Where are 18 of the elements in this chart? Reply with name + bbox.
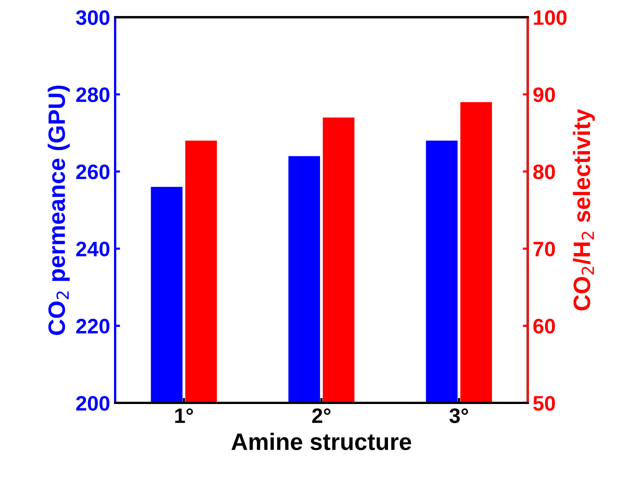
x-tick-label: 3° [449, 408, 468, 424]
y2-tick-label: 60 [533, 318, 555, 334]
y2-tick-label: 80 [533, 164, 555, 180]
y-axis-title: CO$_{2}$ permeance (GPU) [48, 86, 70, 335]
y-tick-label: 260 [76, 164, 110, 180]
y-tick-label: 280 [76, 87, 110, 102]
y2-tick-label: 70 [533, 242, 555, 256]
y-tick-label: 300 [76, 10, 110, 25]
x-tick-label: 2° [312, 408, 330, 423]
y2-axis-title: CO$_{2}$/H$_{2}$ selectivity [572, 108, 595, 310]
y-tick-label: 240 [76, 242, 110, 256]
y2-tick-label: 90 [533, 87, 555, 102]
x-axis-title: Amine structure [231, 432, 412, 450]
y2-tick-label: 50 [533, 396, 555, 411]
y2-tick-label: 100 [534, 10, 566, 25]
y-tick-label: 200 [76, 396, 110, 411]
y-tick-label: 220 [76, 318, 110, 334]
x-tick-label: 1° [175, 408, 193, 423]
